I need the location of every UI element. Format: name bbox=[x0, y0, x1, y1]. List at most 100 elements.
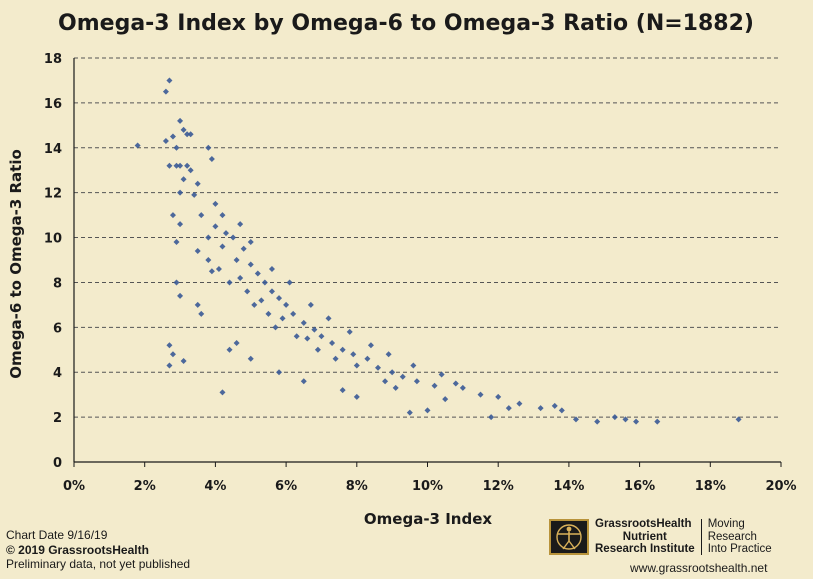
data-point bbox=[459, 384, 466, 391]
data-point bbox=[438, 371, 445, 378]
data-point bbox=[247, 239, 254, 246]
data-point bbox=[233, 257, 240, 263]
data-point bbox=[226, 279, 233, 286]
x-tick-label: 14% bbox=[553, 479, 584, 494]
y-tick-label: 0 bbox=[53, 456, 62, 471]
data-point bbox=[194, 301, 201, 308]
data-point bbox=[187, 131, 194, 138]
x-tick-label: 12% bbox=[483, 479, 514, 494]
grid-lines bbox=[74, 57, 781, 418]
data-point bbox=[205, 144, 212, 151]
data-point bbox=[339, 387, 346, 394]
data-point bbox=[353, 393, 360, 400]
data-point bbox=[346, 328, 353, 335]
data-point bbox=[219, 243, 226, 250]
data-point bbox=[177, 292, 184, 299]
preliminary-note: Preliminary data, not yet published bbox=[6, 557, 191, 571]
data-point bbox=[399, 373, 406, 380]
data-point bbox=[276, 295, 283, 302]
x-tick-label: 0% bbox=[63, 479, 85, 494]
data-point bbox=[198, 212, 205, 219]
x-tick-label: 16% bbox=[624, 479, 655, 494]
data-point bbox=[169, 133, 176, 140]
data-point bbox=[314, 346, 321, 353]
y-tick-labels: 0 2 4 6 8 10 12 14 16 18 bbox=[44, 52, 62, 471]
data-point bbox=[594, 418, 601, 425]
data-point bbox=[375, 364, 382, 371]
data-point bbox=[258, 297, 265, 304]
data-point bbox=[272, 324, 279, 331]
data-point bbox=[300, 378, 307, 385]
chart-date: Chart Date 9/16/19 bbox=[6, 528, 108, 542]
data-point bbox=[286, 279, 293, 286]
y-tick-label: 2 bbox=[53, 411, 62, 426]
data-point bbox=[166, 162, 173, 169]
data-point bbox=[505, 405, 512, 412]
x-tick-label: 6% bbox=[275, 479, 297, 494]
data-point bbox=[477, 391, 484, 398]
y-tick-label: 16 bbox=[44, 97, 62, 112]
data-point bbox=[551, 402, 558, 409]
data-point bbox=[350, 351, 357, 358]
data-point bbox=[367, 342, 374, 349]
scatter-points bbox=[134, 77, 742, 425]
data-point bbox=[166, 362, 173, 369]
data-point bbox=[382, 378, 389, 385]
x-tick-label: 4% bbox=[204, 479, 226, 494]
data-point bbox=[413, 378, 420, 385]
data-point bbox=[177, 189, 184, 196]
data-point bbox=[194, 248, 201, 255]
data-point bbox=[184, 162, 191, 169]
website-link[interactable]: www.grassrootshealth.net bbox=[630, 561, 768, 575]
copyright: © 2019 GrassrootsHealth bbox=[6, 542, 149, 557]
data-point bbox=[237, 274, 244, 281]
data-point bbox=[633, 418, 640, 425]
data-point bbox=[268, 265, 275, 272]
data-point bbox=[572, 416, 579, 423]
data-point bbox=[187, 167, 194, 174]
y-tick-label: 8 bbox=[53, 276, 62, 291]
y-tick-label: 12 bbox=[44, 187, 62, 202]
data-point bbox=[166, 342, 173, 349]
data-point bbox=[226, 346, 233, 353]
data-point bbox=[177, 117, 184, 124]
grassroots-logo: GrassrootsHealth Nutrient Research Insti… bbox=[549, 518, 772, 556]
data-point bbox=[244, 288, 251, 295]
data-point bbox=[268, 288, 275, 295]
logo-tagline-line: Moving bbox=[707, 518, 745, 530]
data-point bbox=[290, 310, 297, 317]
logo-name-line: Nutrient bbox=[622, 530, 667, 543]
y-tick-label: 4 bbox=[53, 366, 62, 381]
data-point bbox=[247, 355, 254, 362]
data-point bbox=[406, 409, 413, 416]
data-point bbox=[251, 301, 258, 308]
data-point bbox=[265, 310, 272, 317]
data-point bbox=[654, 418, 661, 425]
data-point bbox=[219, 389, 226, 396]
data-point bbox=[169, 351, 176, 358]
y-tick-label: 18 bbox=[44, 52, 62, 67]
x-tick-label: 10% bbox=[412, 479, 443, 494]
data-point bbox=[180, 126, 187, 133]
data-point bbox=[488, 414, 495, 421]
x-tick-label: 2% bbox=[134, 479, 156, 494]
data-point bbox=[424, 407, 431, 414]
data-point bbox=[198, 310, 205, 317]
logo-name-line: GrassrootsHealth bbox=[595, 518, 692, 530]
data-point bbox=[611, 414, 618, 421]
data-point bbox=[247, 261, 254, 268]
data-point bbox=[735, 416, 742, 423]
data-point bbox=[385, 351, 392, 358]
data-point bbox=[442, 396, 449, 403]
data-point bbox=[311, 326, 318, 333]
logo-tagline: Moving Research Into Practice bbox=[708, 518, 772, 556]
data-point bbox=[254, 270, 261, 277]
data-point bbox=[212, 223, 219, 230]
data-point bbox=[177, 162, 184, 169]
data-point bbox=[353, 362, 360, 369]
data-point bbox=[300, 319, 307, 326]
data-point bbox=[240, 245, 247, 252]
data-point bbox=[191, 191, 198, 198]
data-point bbox=[293, 333, 300, 340]
data-point bbox=[516, 400, 523, 407]
